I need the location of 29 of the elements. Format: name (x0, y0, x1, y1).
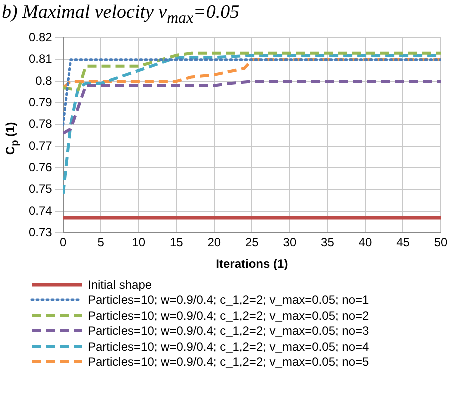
x-axis-title: Iterations (1) (216, 257, 288, 272)
x-tick-label: 45 (396, 236, 410, 250)
x-tick-label: 15 (170, 236, 184, 250)
legend-label: Particles=10; w=0.9/0.4; c_1,2=2; v_max=0.05; no=4 (88, 340, 370, 354)
x-tick-label: 10 (132, 236, 146, 250)
legend-label: Particles=10; w=0.9/0.4; c_1,2=2; v_max=0.05; no=2 (88, 308, 370, 323)
x-tick-label: 30 (283, 236, 297, 250)
x-tick-label: 20 (208, 236, 222, 250)
y-tick-label: 0.74 (28, 204, 53, 218)
y-tick-label: 0.8 (36, 74, 53, 88)
x-tick-label: 35 (321, 236, 335, 250)
x-tick-label: 0 (60, 236, 68, 250)
legend-label: Particles=10; w=0.9/0.4; c_1,2=2; v_max=0.05; no=3 (88, 324, 370, 338)
y-tick-label: 0.76 (28, 160, 53, 175)
x-tick-label: 50 (434, 236, 448, 250)
x-tick-label: 25 (246, 236, 260, 250)
y-tick-label: 0.82 (28, 30, 53, 45)
chart-title: b) Maximal velocity v$_{max}$=0.05 (2, 2, 240, 28)
legend-label: Initial shape (88, 278, 152, 292)
y-tick-label: 0.78 (28, 117, 53, 132)
x-tick-label: 40 (358, 236, 372, 250)
y-tick-label: 0.77 (28, 138, 53, 153)
legend-label: Particles=10; w=0.9/0.4; c_1,2=2; v_max=0.05; no=5 (88, 355, 370, 370)
y-tick-label: 0.73 (28, 226, 53, 240)
x-tick-label: 5 (98, 236, 105, 250)
y-tick-label: 0.79 (28, 96, 53, 110)
legend-label: Particles=10; w=0.9/0.4; c_1,2=2; v_max=0.05; no=1 (88, 293, 370, 308)
y-tick-label: 0.75 (28, 182, 53, 196)
y-tick-label: 0.81 (28, 52, 53, 66)
